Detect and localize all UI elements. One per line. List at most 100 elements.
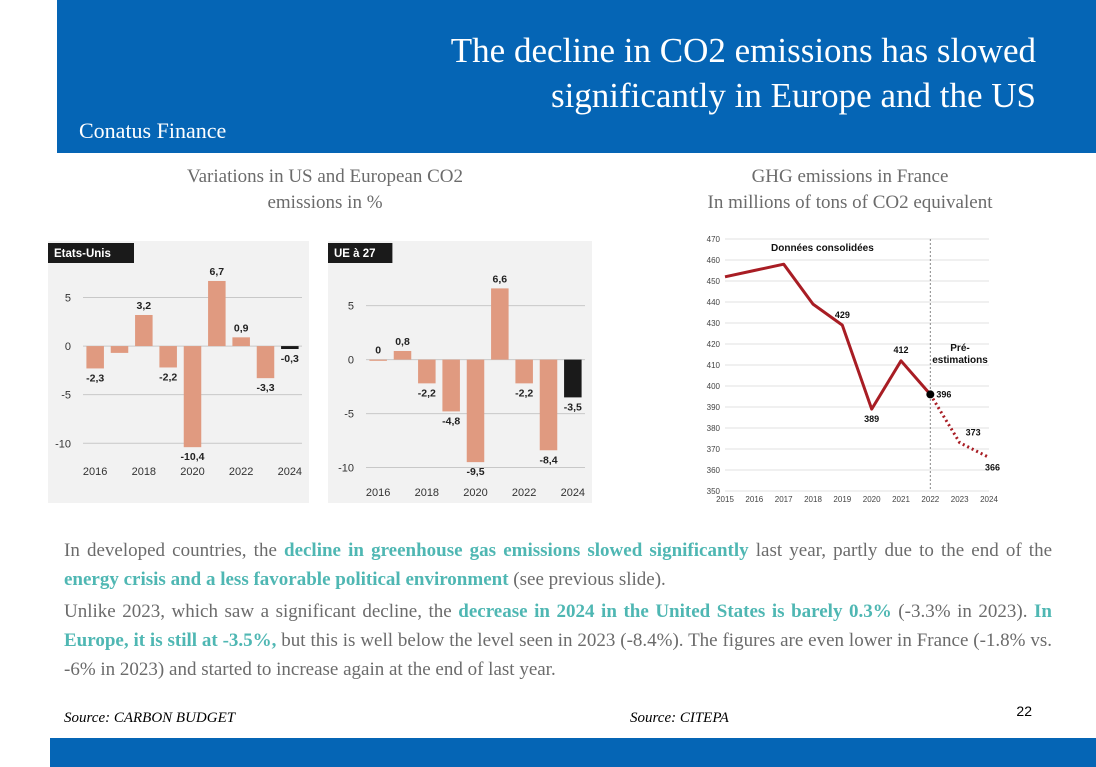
bar-chart-2-ytick-label: -10 xyxy=(338,463,354,475)
plain-text-2: (-3.3% in 2023). xyxy=(891,601,1035,622)
bar-chart-1-bar xyxy=(110,346,129,353)
line-chart-xtick-label: 2023 xyxy=(951,495,969,504)
bar-chart-1-data-label: -2,2 xyxy=(159,371,177,383)
bar-chart-1-data-label: -0,3 xyxy=(281,353,299,365)
bar-chart-1-tag: Etats-Unis xyxy=(54,248,111,260)
line-chart-xtick-label: 2017 xyxy=(775,495,793,504)
line-chart-ytick-label: 440 xyxy=(707,298,721,307)
bar-chart-1-data-label: -3,3 xyxy=(256,382,274,394)
line-chart-xtick-label: 2024 xyxy=(980,495,998,504)
line-chart-annotation-consolidated: Données consolidées xyxy=(771,243,874,254)
bar-chart-2-data-label: -8,4 xyxy=(539,454,557,466)
line-chart-data-label: 389 xyxy=(864,414,879,424)
bar-chart-1-xtick-label: 2018 xyxy=(132,466,156,478)
brand-name: Conatus Finance xyxy=(79,118,227,143)
bar-chart-2-bar xyxy=(539,359,558,451)
bar-chart-1-bar xyxy=(183,346,202,448)
bar-chart-1-bar xyxy=(232,337,250,347)
bar-chart-2-bar xyxy=(515,359,533,384)
line-chart-marker-point xyxy=(926,390,935,399)
bar-chart-2-bar xyxy=(369,359,387,361)
source-left: Source: CARBON BUDGET xyxy=(64,710,236,726)
line-chart-xtick-label: 2021 xyxy=(892,495,910,504)
bar-chart-2-tag-bg xyxy=(328,243,393,263)
line-chart-ytick-label: 430 xyxy=(707,319,721,328)
footer-band xyxy=(50,738,1096,767)
bar-chart-2-xtick-label: 2024 xyxy=(561,487,585,499)
bar-chart-1-xtick-label: 2024 xyxy=(278,466,302,478)
bar-chart-2-data-label: -3,5 xyxy=(564,401,582,413)
line-chart-ytick-label: 450 xyxy=(707,277,721,286)
line-chart-xtick-label: 2022 xyxy=(921,495,939,504)
bar-chart-2-data-label: -4,8 xyxy=(442,415,460,427)
line-chart-xtick-label: 2019 xyxy=(833,495,851,504)
bar-chart-2-data-label: -2,2 xyxy=(515,387,533,399)
bar-chart-1-ytick-label: -10 xyxy=(55,438,71,450)
bar-chart-2-tag: UE à 27 xyxy=(334,248,376,260)
bar-chart-1-data-label: -10,4 xyxy=(181,451,205,463)
bar-chart-2-bar xyxy=(418,359,436,384)
bar-chart-2-bar xyxy=(466,359,485,463)
header-band: The decline in CO2 emissions has slowed … xyxy=(57,0,1096,153)
bar-chart-1-ytick-label: -5 xyxy=(61,390,71,402)
slide-title-line1: The decline in CO2 emissions has slowed xyxy=(450,31,1036,70)
bar-chart-1-xtick-label: 2020 xyxy=(180,466,204,478)
line-chart-ytick-label: 460 xyxy=(707,256,721,265)
bar-chart-2-xtick-label: 2018 xyxy=(415,487,439,499)
line-chart-ytick-label: 420 xyxy=(707,340,721,349)
right-chart-title: GHG emissions in France In millions of t… xyxy=(650,164,1050,216)
bar-chart-2-data-label: 0 xyxy=(375,345,381,357)
bar-chart-1-xtick-label: 2022 xyxy=(229,466,253,478)
bar-chart-2-xtick-label: 2016 xyxy=(366,487,390,499)
plain-text-0: Unlike 2023, which saw a significant dec… xyxy=(64,601,459,622)
bar-chart-2-data-label: 0,8 xyxy=(395,336,410,348)
bar-chart-1-ytick-label: 5 xyxy=(65,292,71,304)
bar-chart-1-xtick-label: 2016 xyxy=(83,466,107,478)
line-chart-ytick-label: 400 xyxy=(707,382,721,391)
bar-chart-2-xtick-label: 2022 xyxy=(512,487,536,499)
bar-chart-2-bar xyxy=(564,359,582,398)
line-chart-ytick-label: 390 xyxy=(707,403,721,412)
page-number: 22 xyxy=(1016,703,1032,719)
line-chart-data-label: 429 xyxy=(835,310,850,320)
bar-chart-1-bar xyxy=(256,346,275,379)
bar-chart-2-ytick-label: -5 xyxy=(344,409,354,421)
line-chart-data-label: 366 xyxy=(985,462,1000,472)
bar-chart-2-ytick-label: 5 xyxy=(348,301,354,313)
bar-chart-1-bar xyxy=(208,280,226,347)
line-chart-annotation-pre-line1: Pré- xyxy=(950,343,969,354)
bar-chart-2-bar xyxy=(491,288,509,360)
source-right: Source: CITEPA xyxy=(630,710,729,726)
line-chart-xtick-label: 2018 xyxy=(804,495,822,504)
line-chart-ytick-label: 360 xyxy=(707,466,721,475)
bar-chart-2-data-label: -2,2 xyxy=(418,387,436,399)
bar-chart-1-bar xyxy=(135,314,153,347)
bar-chart-1-tag-bg xyxy=(48,243,134,263)
left-chart-title-line1: Variations in US and European CO2 xyxy=(187,166,463,187)
line-chart-xtick-label: 2020 xyxy=(863,495,881,504)
bar-chart-1-bar xyxy=(281,346,299,350)
line-chart-data-label: 412 xyxy=(893,345,908,355)
right-chart-title-line2: In millions of tons of CO2 equivalent xyxy=(707,192,993,213)
bar-chart-2-data-label: 6,6 xyxy=(493,273,508,285)
bar-chart-1-data-label: 6,7 xyxy=(210,266,225,278)
bar-chart-1-data-label: 0,9 xyxy=(234,322,249,334)
highlight-text-3: In Europe, it is still at -3.5%, xyxy=(64,601,1052,651)
highlight-text-1: decrease in 2024 in the United States is… xyxy=(458,601,892,622)
slide-title: The decline in CO2 emissions has slowed … xyxy=(276,28,1036,118)
bar-chart-1-data-label: 3,2 xyxy=(137,300,152,312)
plain-text-4: (see previous slide). xyxy=(508,569,666,590)
line-chart-consolidated-line xyxy=(724,262,932,411)
bar-chart-2-xtick-label: 2020 xyxy=(463,487,487,499)
line-chart-ytick-label: 470 xyxy=(707,235,721,244)
line-chart-ytick-label: 380 xyxy=(707,424,721,433)
highlight-text-1: decline in greenhouse gas emissions slow… xyxy=(284,540,749,561)
line-chart-ytick-label: 350 xyxy=(707,487,721,496)
bar-chart-1-data-label: -2,3 xyxy=(86,372,104,384)
highlight-text-3: energy crisis and a less favorable polit… xyxy=(64,569,509,590)
body-paragraph-2: Unlike 2023, which saw a significant dec… xyxy=(64,597,1052,684)
body-paragraph-1: In developed countries, the decline in g… xyxy=(64,536,1052,594)
line-chart-data-label: 373 xyxy=(966,428,981,438)
plain-text-4: but this is well below the level seen in… xyxy=(64,630,1053,680)
